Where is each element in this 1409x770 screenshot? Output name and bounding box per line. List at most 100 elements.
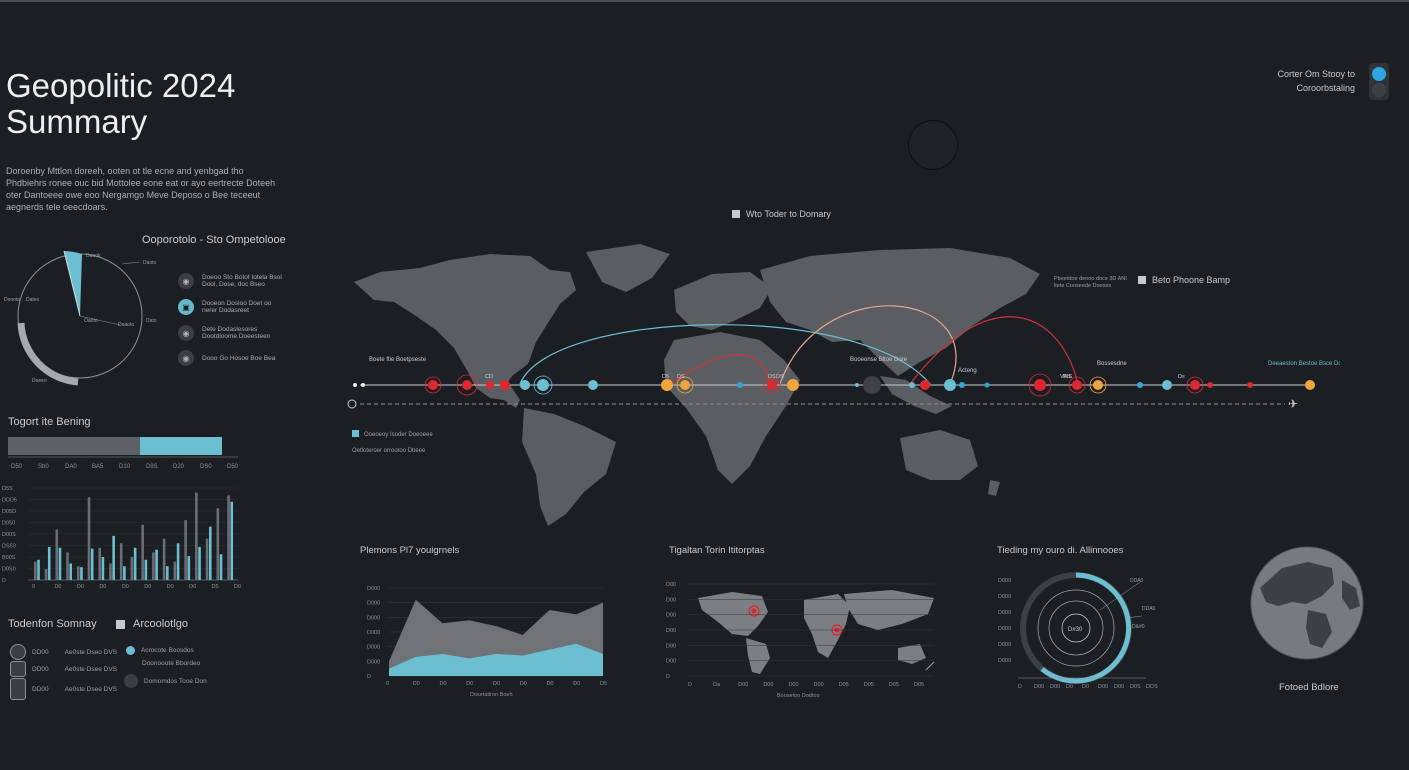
timeline-dot — [361, 383, 365, 387]
timeline-node[interactable] — [1247, 382, 1253, 388]
timeline-node[interactable] — [909, 382, 915, 388]
timeline-node[interactable] — [863, 376, 881, 394]
target-tick: D20 — [173, 464, 185, 470]
timeline-node[interactable] — [1137, 382, 1143, 388]
pie-arc-gray — [17, 322, 79, 386]
bar — [80, 567, 83, 580]
africa — [664, 332, 800, 484]
target-axis: D50 Sb0 DA0 BA5 D10 D8S D20 DS0 D50 — [8, 456, 239, 470]
timeline-node-ring — [456, 374, 478, 396]
area-y-tick: D000 — [367, 630, 380, 636]
timeline-node[interactable] — [1093, 380, 1103, 390]
bar-y-tick: D — [2, 578, 6, 584]
minimap-y-tick: D00 — [666, 643, 676, 649]
bar-y-tick: D00S — [2, 532, 16, 538]
bar-y-tick: D0S0 — [2, 567, 16, 573]
map-right-legend: Beto Phoone Bamp — [1138, 275, 1230, 285]
bar — [58, 547, 62, 580]
hotspot-marker[interactable] — [748, 605, 760, 617]
timeline-node[interactable] — [1034, 379, 1046, 391]
timeline-start-icon[interactable] — [347, 399, 357, 409]
area-y-tick: D000 — [367, 645, 380, 651]
timeline-node[interactable] — [855, 383, 859, 387]
pie-chart: Daook Daoto Doooto Dateo Oaoto Doaoto Da… — [4, 250, 157, 386]
bar — [69, 563, 73, 580]
timeline-node[interactable] — [1190, 380, 1200, 390]
timeline-node[interactable] — [680, 380, 690, 390]
timeline-node[interactable] — [428, 380, 438, 390]
bar — [176, 543, 180, 580]
minimap-x-tick: D00 — [738, 682, 748, 688]
pie-label: Daook — [86, 253, 101, 259]
bar — [101, 557, 105, 580]
timeline-node[interactable] — [486, 381, 494, 389]
radial-arc — [1040, 572, 1132, 684]
device-icon[interactable] — [10, 678, 26, 700]
timeline-node[interactable] — [787, 379, 799, 391]
summary-row: DD00 Ae0ste Dseo DVS — [10, 644, 117, 660]
timeline-node[interactable] — [767, 380, 777, 390]
timeline-node[interactable] — [984, 382, 990, 388]
map-legend: Wto Toder to Domary — [732, 209, 831, 219]
toggle-icon[interactable] — [10, 644, 26, 660]
globe-land — [1342, 580, 1360, 610]
minimap-y-tick: D00 — [666, 597, 676, 603]
summary-row-b: Ae0ste Dseo DVS — [64, 648, 118, 656]
summary-row-a: DD00 — [32, 685, 49, 693]
route-arc-teal — [519, 324, 931, 385]
summary-right-row: Domomdos Tooe Don — [124, 674, 207, 688]
timeline-node[interactable] — [500, 380, 510, 390]
bar-x-tick: D0 — [189, 584, 196, 590]
pie-radius — [63, 250, 81, 317]
summary-legend: Arcoolotlgo — [116, 618, 188, 630]
timeline-node[interactable] — [959, 382, 965, 388]
timeline-node[interactable] — [1162, 380, 1172, 390]
timeline-node[interactable] — [537, 379, 549, 391]
bar — [119, 543, 123, 580]
timeline-node-ring — [763, 376, 781, 394]
bar — [87, 497, 91, 580]
timeline-node[interactable] — [1207, 382, 1213, 388]
minimap-x-label: Boosetoo Dodtoo — [777, 693, 820, 699]
target-bar-fill — [140, 437, 222, 455]
target-tick: BA5 — [92, 464, 104, 470]
view-toggle[interactable] — [1369, 63, 1389, 100]
timeline-node[interactable] — [588, 380, 598, 390]
summary-legend-label: Arcoolotlgo — [133, 618, 189, 630]
radial-side-label: DDA0 — [1130, 578, 1144, 584]
area-x-tick: D0 — [493, 681, 500, 687]
bar — [216, 508, 220, 580]
timeline-node[interactable] — [462, 380, 472, 390]
mini-south-america — [746, 638, 770, 674]
timeline-node[interactable] — [920, 380, 930, 390]
area-x-tick: D0 — [440, 681, 447, 687]
minimap-x-tick: D05 — [864, 682, 874, 688]
bar-y-tick: D050 — [2, 521, 15, 527]
pie-legend-item: ◉ Dooo Go Hosoe Boe Bea — [178, 350, 284, 366]
device-icon[interactable] — [10, 661, 26, 677]
timeline-node[interactable] — [520, 380, 530, 390]
area-series-teal — [389, 643, 603, 676]
intro-paragraph: Doroenby Mttlon doreeh, ooten ot tle ecn… — [6, 166, 276, 212]
timeline-node[interactable] — [737, 382, 743, 388]
mini-north-america — [698, 592, 768, 636]
radial-y-tick: D000 — [998, 626, 1011, 632]
timeline-node[interactable] — [661, 379, 673, 391]
pie-legend-text: Dooeon Dosloo Doet oo nerer Dodasreet — [202, 300, 272, 314]
radial-leader — [1125, 615, 1143, 619]
target-tick: Sb0 — [38, 464, 49, 470]
top-right-label: Corter Om Stooy to Coroorbstaling — [1262, 67, 1355, 95]
timeline-node-label: Ds — [1178, 374, 1185, 380]
timeline-node[interactable] — [1305, 380, 1315, 390]
bar — [195, 492, 198, 580]
timeline-node[interactable] — [1072, 380, 1082, 390]
target-tick: D50 — [11, 464, 23, 470]
timeline-node-label: D5 — [662, 374, 669, 380]
globe-icon: ◉ — [178, 325, 194, 341]
radial-y-tick: D000 — [998, 610, 1011, 616]
timeline-node[interactable] — [944, 379, 956, 391]
summary-row-a: DD00 — [32, 648, 49, 656]
bar-x-tick: D0 — [99, 584, 106, 590]
timeline-node-label: DS — [776, 374, 784, 380]
